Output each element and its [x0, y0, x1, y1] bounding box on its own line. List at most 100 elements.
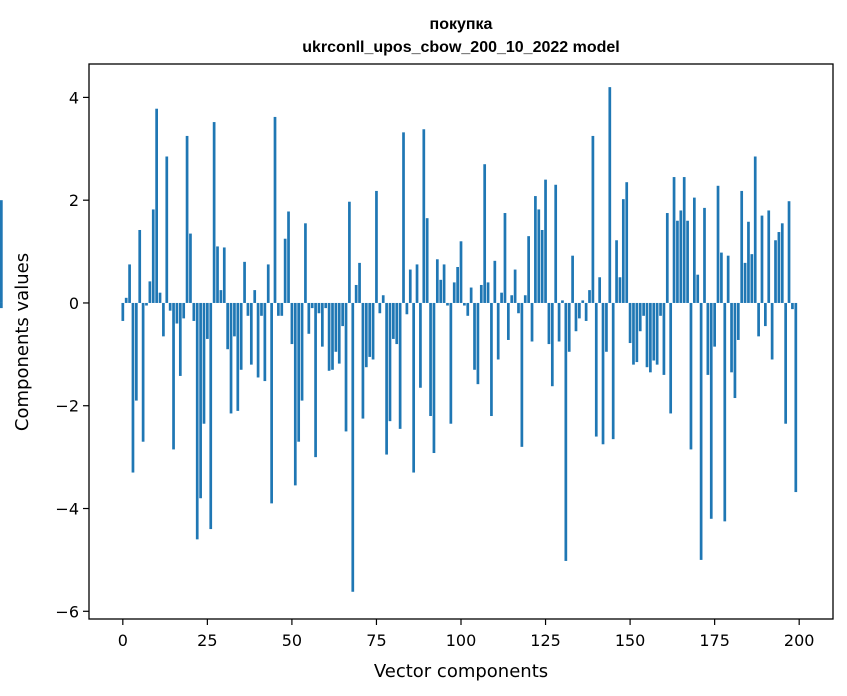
bar-32 — [229, 302, 233, 414]
bar-151 — [632, 302, 635, 365]
bar-140 — [594, 302, 598, 437]
bar-52 — [297, 302, 301, 442]
bar-197 — [787, 201, 791, 303]
bar-2 — [128, 264, 131, 303]
bar-163 — [672, 177, 676, 303]
bar-133 — [571, 255, 574, 303]
bar-55 — [307, 302, 311, 334]
bar-128 — [554, 184, 558, 303]
bar-86 — [412, 302, 416, 473]
bar-84 — [405, 302, 409, 315]
bar-40 — [256, 302, 260, 378]
bar-39 — [253, 290, 257, 303]
y-tick-label: 4 — [69, 88, 79, 107]
bar-150 — [628, 302, 632, 344]
bar-undefined — [0, 200, 3, 303]
bar-121 — [530, 302, 534, 342]
bar-134 — [574, 302, 578, 332]
bar-108 — [486, 282, 490, 303]
bar-85 — [408, 269, 412, 303]
bar-167 — [686, 220, 689, 303]
bar-107 — [483, 164, 487, 303]
bar-99 — [456, 266, 459, 303]
bar-120 — [527, 236, 530, 303]
bar-169 — [692, 197, 696, 303]
bar-115 — [510, 295, 514, 303]
bar-7 — [145, 302, 148, 306]
bar-152 — [635, 302, 639, 363]
bar-22 — [195, 302, 199, 540]
bar-192 — [770, 302, 774, 360]
bar-138 — [588, 290, 591, 303]
bar-143 — [605, 302, 608, 352]
bars-group — [0, 87, 798, 592]
bar-13 — [165, 156, 169, 303]
bar-6 — [141, 302, 145, 442]
bar-64 — [337, 302, 341, 364]
bar-10 — [155, 108, 158, 303]
bar-93 — [435, 259, 439, 303]
bar-62 — [331, 302, 334, 370]
bar-90 — [425, 218, 429, 303]
bar-8 — [148, 281, 152, 303]
bar-17 — [178, 302, 182, 376]
bar-170 — [696, 274, 700, 303]
bar-11 — [158, 292, 162, 303]
bar-156 — [649, 302, 652, 373]
bar-92 — [432, 302, 436, 454]
bar-148 — [621, 199, 625, 303]
bar-50 — [290, 302, 294, 345]
bar-89 — [422, 129, 426, 303]
bar-44 — [270, 302, 273, 504]
bar-146 — [615, 240, 618, 303]
bar-159 — [659, 302, 662, 316]
bar-190 — [764, 302, 767, 327]
bar-76 — [378, 302, 382, 314]
bar-5 — [138, 229, 142, 303]
bar-106 — [479, 284, 483, 303]
bar-91 — [429, 302, 432, 417]
bar-123 — [537, 209, 541, 303]
bar-78 — [385, 302, 388, 455]
bar-15 — [172, 302, 175, 450]
bar-68 — [351, 302, 355, 592]
bar-172 — [703, 207, 706, 303]
bar-23 — [199, 302, 202, 499]
bar-165 — [679, 210, 683, 303]
bar-185 — [747, 221, 750, 303]
bar-61 — [327, 302, 331, 371]
bar-174 — [709, 302, 713, 519]
bar-24 — [202, 302, 206, 424]
bar-12 — [162, 302, 165, 337]
bar-74 — [371, 302, 375, 360]
bar-83 — [402, 132, 405, 303]
bar-130 — [561, 300, 564, 303]
bar-25 — [206, 302, 209, 339]
bar-147 — [618, 277, 622, 303]
bar-14 — [168, 302, 172, 311]
bar-166 — [682, 177, 686, 303]
bar-82 — [398, 302, 402, 429]
bar-154 — [642, 302, 645, 316]
bar-180 — [730, 302, 733, 373]
y-tick-label: −2 — [55, 397, 79, 416]
bar-124 — [540, 229, 544, 303]
bar-160 — [662, 302, 666, 375]
bar-87 — [415, 264, 419, 303]
bar-73 — [368, 302, 372, 357]
bar-136 — [581, 300, 585, 303]
bar-1 — [124, 297, 128, 303]
bar-176 — [716, 185, 720, 303]
bar-49 — [287, 211, 290, 303]
bar-125 — [544, 179, 547, 303]
bar-183 — [740, 190, 744, 303]
bar-144 — [608, 87, 612, 303]
bar-110 — [493, 260, 497, 303]
bar-191 — [767, 210, 771, 303]
bar-142 — [601, 302, 605, 445]
x-tick-label: 100 — [446, 631, 477, 650]
bar-168 — [689, 302, 693, 450]
bar-45 — [273, 116, 277, 303]
